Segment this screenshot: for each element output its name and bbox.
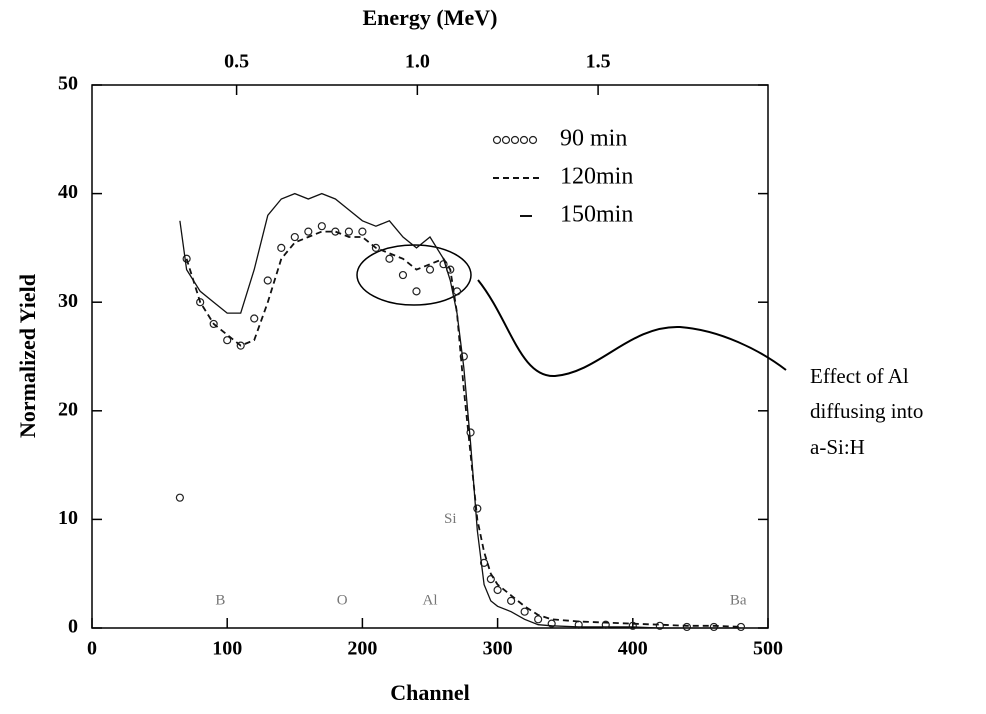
data-point (358, 227, 367, 236)
plot-frame (91, 84, 769, 629)
y-tick-label: 10 (58, 507, 78, 529)
annotation-text: diffusing into (810, 399, 923, 423)
y-tick-label: 40 (58, 181, 78, 203)
data-point (601, 620, 610, 629)
element-label: Ba (730, 592, 747, 608)
x-axis-label: Channel (390, 680, 469, 705)
data-point (317, 222, 326, 231)
data-point (175, 493, 184, 502)
data-point (398, 270, 408, 280)
highlight-ellipse (356, 244, 472, 306)
x2-axis-label: Energy (MeV) (362, 5, 497, 30)
legend-label: 90 min (560, 126, 627, 152)
element-label: Si (444, 511, 457, 527)
data-point (425, 265, 435, 274)
data-point (412, 287, 421, 296)
data-point (452, 287, 462, 296)
legend-label: 150min (560, 202, 633, 228)
data-point (385, 254, 394, 263)
data-point (682, 622, 691, 632)
data-point (236, 341, 245, 350)
x-tick-label: 200 (347, 638, 377, 660)
y-tick-label: 20 (58, 398, 78, 420)
data-point (223, 336, 232, 345)
data-point (709, 622, 719, 632)
x-tick-label: 500 (753, 638, 783, 660)
data-point (486, 575, 495, 584)
data-point (304, 227, 313, 236)
data-point (507, 596, 516, 605)
annotation-connector (477, 279, 787, 378)
element-label: Al (423, 592, 438, 608)
annotation-text: a-Si:H (810, 435, 865, 459)
data-point (344, 227, 353, 236)
x2-tick-label: 1.0 (405, 51, 430, 73)
data-point (371, 243, 381, 252)
data-point (277, 243, 286, 252)
data-point (534, 615, 543, 624)
data-point (290, 232, 299, 242)
data-point (196, 298, 205, 307)
y-tick-label: 0 (68, 616, 78, 638)
y-axis-label: Normalized Yield (15, 274, 40, 438)
data-point (331, 227, 340, 236)
element-label: B (215, 592, 225, 608)
y-tick-label: 30 (58, 290, 78, 312)
x-tick-label: 300 (483, 638, 513, 660)
data-point (182, 254, 191, 263)
data-point (473, 504, 482, 513)
data-point (250, 314, 259, 323)
data-point (655, 621, 664, 630)
x2-tick-label: 1.5 (586, 51, 611, 73)
series-line (185, 230, 742, 628)
legend-label: 120min (560, 164, 633, 190)
legend-marker (510, 135, 520, 145)
data-point (263, 276, 272, 285)
data-point (520, 607, 529, 616)
data-point (547, 619, 556, 628)
series-line (179, 192, 741, 629)
element-label: O (337, 592, 348, 608)
data-point (209, 319, 218, 329)
annotation-text: Effect of Al (810, 364, 909, 388)
legend-marker (519, 135, 529, 145)
x-tick-label: 400 (618, 638, 648, 660)
legend-marker (501, 135, 511, 145)
legend-marker (492, 135, 502, 145)
y-tick-label: 50 (58, 73, 78, 95)
x2-tick-label: 0.5 (224, 51, 249, 73)
data-point (628, 621, 637, 630)
x-tick-label: 100 (212, 638, 242, 660)
x-tick-label: 0 (87, 638, 97, 660)
data-point (479, 558, 489, 567)
legend-marker (528, 135, 538, 145)
data-point (493, 585, 502, 595)
